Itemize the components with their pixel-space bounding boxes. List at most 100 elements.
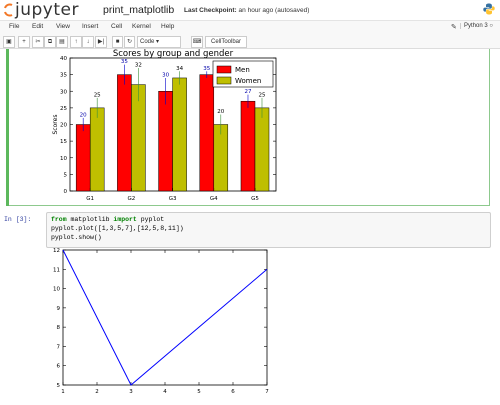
selected-output-cell[interactable] — [9, 49, 490, 206]
x-tick-label: 5 — [197, 389, 201, 395]
checkpoint-label: Last Checkpoint: — [184, 7, 237, 14]
bar-men — [199, 74, 215, 192]
bar-value-label: 35 — [203, 66, 210, 72]
run-button[interactable]: ▶| — [95, 36, 107, 48]
code-text: matplotlib — [66, 216, 114, 223]
save-button[interactable]: ▣ — [3, 36, 15, 48]
bar-value-label: 25 — [94, 92, 101, 98]
bar-value-label: 25 — [258, 92, 265, 98]
cell-type-select[interactable]: Code ▾ — [137, 36, 181, 48]
code-cell-input[interactable]: from matplotlib import pyplot pyplot.plo… — [46, 212, 491, 248]
x-tick-label: G4 — [210, 196, 218, 202]
move-down-button[interactable]: ↓ — [82, 36, 94, 48]
x-tick-label: 6 — [231, 389, 235, 395]
notebook-content[interactable]: Scores by group and gender Scores 0 5 10 15 20… — [0, 49, 500, 405]
insert-cell-button[interactable]: + — [18, 36, 30, 48]
bar-women — [172, 77, 187, 192]
celltoolbar-button[interactable]: CellToolbar — [205, 36, 247, 48]
y-tick-label: 12 — [53, 248, 60, 254]
legend-label: Men — [235, 66, 250, 74]
legend-swatch — [216, 65, 232, 74]
kernel-indicator: Python 3 ○ — [460, 23, 493, 29]
code-line-2: pyplot.plot([1,3,5,7],[12,5,8,11]) — [51, 225, 184, 232]
y-tick-label: 8 — [57, 325, 61, 331]
interrupt-button[interactable]: ■ — [112, 36, 123, 48]
cell-type-value: Code — [140, 39, 155, 45]
y-tick-label: 30 — [60, 89, 67, 95]
jupyter-logo-icon[interactable] — [4, 3, 14, 17]
stop-icon: ■ — [115, 39, 120, 45]
y-tick-label: 0 — [64, 189, 68, 195]
y-tick-label: 25 — [60, 106, 67, 112]
menu-bar: File Edit View Insert Cell Kernel Help ✎… — [0, 20, 500, 36]
copy-icon: ⧉ — [47, 39, 53, 45]
menu-cell[interactable]: Cell — [111, 23, 123, 30]
plus-icon: + — [22, 39, 26, 45]
y-tick-label: 6 — [57, 364, 61, 370]
copy-button[interactable]: ⧉ — [44, 36, 56, 48]
bar-men — [75, 124, 91, 192]
bar-men — [158, 91, 173, 192]
checkpoint-status: Last Checkpoint: an hour ago (autosaved) — [184, 7, 309, 14]
x-tick-label: 4 — [163, 389, 167, 395]
notebook-name[interactable]: print_matplotlib — [103, 4, 175, 16]
y-tick-label: 7 — [57, 344, 61, 350]
bar-women — [254, 107, 270, 192]
notebook-header: jupyter print_matplotlib Last Checkpoint… — [0, 0, 500, 20]
checkpoint-time: an hour ago (autosaved) — [238, 7, 310, 14]
y-tick-label: 35 — [60, 73, 67, 79]
y-tick-label: 10 — [60, 156, 67, 162]
y-tick-label: 15 — [60, 139, 67, 145]
menu-kernel[interactable]: Kernel — [132, 23, 151, 30]
legend-swatch — [216, 76, 232, 85]
move-up-button[interactable]: ↑ — [70, 36, 82, 48]
menu-help[interactable]: Help — [161, 23, 175, 30]
code-keyword: from — [51, 216, 67, 223]
y-tick-label: 5 — [57, 383, 61, 389]
bar-value-label: 20 — [217, 109, 224, 115]
bar-women — [89, 107, 105, 192]
bar-chart: Scores by group and gender Scores 0 5 10 15 20… — [52, 49, 277, 202]
bar-value-label: 32 — [135, 62, 142, 68]
menu-file[interactable]: File — [9, 23, 20, 30]
x-tick-label: 1 — [61, 389, 65, 395]
code-keyword: import — [113, 216, 137, 223]
menu-edit[interactable]: Edit — [32, 23, 44, 30]
refresh-icon: ↻ — [126, 39, 133, 45]
command-palette-button[interactable]: ⌨ — [191, 36, 203, 48]
x-tick-label: G2 — [128, 196, 136, 202]
bar-value-label: 20 — [80, 112, 87, 118]
plot-area — [62, 249, 268, 386]
menu-insert[interactable]: Insert — [82, 23, 99, 30]
jupyter-logo-text[interactable]: jupyter — [15, 0, 79, 20]
y-axis-label: Scores — [52, 115, 59, 135]
y-tick-label: 10 — [53, 287, 60, 293]
bar-value-label: 34 — [176, 66, 183, 72]
x-tick-label: 2 — [95, 389, 99, 395]
step-forward-icon: ▶| — [97, 39, 105, 45]
paste-icon: ▤ — [59, 39, 65, 45]
code-line-1: from matplotlib import pyplot — [51, 216, 164, 223]
python-logo-icon — [483, 3, 495, 15]
restart-button[interactable]: ↻ — [124, 36, 135, 48]
cut-button[interactable]: ✂ — [32, 36, 44, 48]
y-tick-label: 40 — [60, 56, 67, 62]
code-line-3: pyplot.show() — [51, 234, 102, 241]
bar-men — [240, 100, 256, 192]
scissors-icon: ✂ — [35, 39, 41, 45]
x-tick-label: 3 — [129, 389, 133, 395]
arrow-up-icon: ↑ — [74, 39, 78, 45]
bar-women — [213, 124, 229, 192]
arrow-down-icon: ↓ — [86, 39, 90, 45]
x-tick-label: G5 — [251, 196, 259, 202]
y-tick-label: 9 — [57, 306, 61, 312]
paste-button[interactable]: ▤ — [56, 36, 68, 48]
bar-value-label: 35 — [121, 59, 128, 65]
toolbar: ▣ + ✂ ⧉ ▤ ↑ ↓ ▶| Code ▾ ■ ↻ ⌨ CellToolba… — [0, 35, 500, 49]
selected-cell-indicator — [6, 49, 9, 206]
bar-value-label: 30 — [162, 72, 169, 78]
bar-men — [117, 74, 132, 192]
menu-view[interactable]: View — [56, 23, 70, 30]
chart-title: Scores by group and gender — [113, 49, 234, 59]
x-tick-label: G3 — [169, 196, 177, 202]
